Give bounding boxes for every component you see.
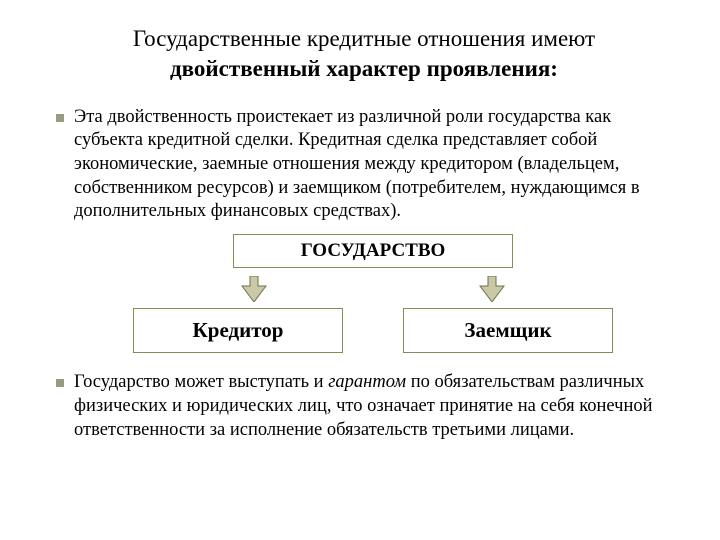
- slide-title: Государственные кредитные отношения имею…: [56, 24, 672, 84]
- diagram-left-box: Кредитор: [133, 308, 343, 353]
- arrow-row: [74, 276, 672, 302]
- diagram-root-box: ГОСУДАРСТВО: [233, 234, 513, 268]
- arrow-shape: [242, 276, 266, 302]
- title-line2: двойственный характер проявления:: [170, 56, 558, 81]
- title-line1: Государственные кредитные отношения имею…: [133, 26, 595, 51]
- paragraph-2: Государство может выступать и гарантом п…: [56, 371, 672, 442]
- paragraph-1-text: Эта двойственность проистекает из различ…: [74, 107, 640, 222]
- paragraph-2-pre: Государство может выступать и: [74, 372, 328, 392]
- diagram-right-label: Заемщик: [464, 318, 551, 342]
- arrow-shape: [480, 276, 504, 302]
- paragraph-1: Эта двойственность проистекает из различ…: [56, 106, 672, 354]
- paragraph-2-em: гарантом: [328, 372, 406, 392]
- diagram-children-row: Кредитор Заемщик: [74, 308, 672, 353]
- arrow-down-left-icon: [240, 276, 268, 302]
- arrow-down-right-icon: [478, 276, 506, 302]
- diagram-left-label: Кредитор: [193, 318, 284, 342]
- diagram-right-box: Заемщик: [403, 308, 613, 353]
- diagram-root-label: ГОСУДАРСТВО: [301, 240, 446, 261]
